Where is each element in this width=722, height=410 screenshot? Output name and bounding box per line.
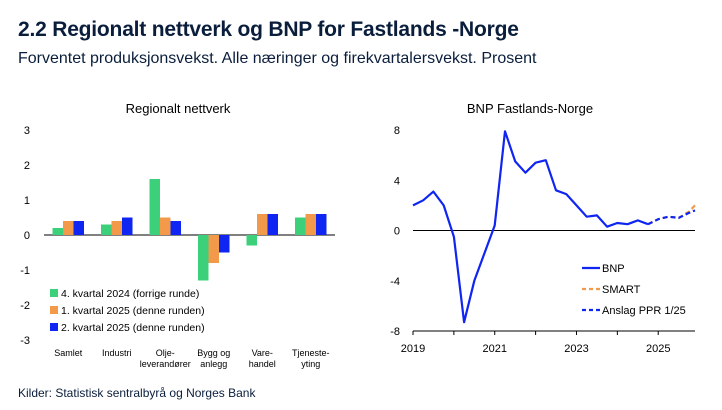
- figure-subtitle: Forventet produksjonsvekst. Alle næringe…: [18, 50, 537, 67]
- line-y-tick-label: 0: [394, 226, 400, 238]
- bar: [52, 228, 63, 235]
- bar-category-label: Tjeneste-: [292, 348, 330, 358]
- legend-swatch: [50, 289, 58, 297]
- legend-swatch: [50, 323, 58, 331]
- bar: [122, 217, 133, 235]
- figure-title: 2.2 Regionalt nettverk og BNP for Fastla…: [18, 18, 519, 41]
- bar: [63, 221, 74, 235]
- bar-category-label: yting: [301, 359, 320, 369]
- line-x-tick-label: 2019: [401, 343, 425, 355]
- line-y-tick-label: -4: [390, 276, 400, 288]
- bar: [170, 221, 181, 235]
- bar: [101, 224, 112, 235]
- bar-chart-categories: Samlet Industri Olje-leverandører Bygg ogan…: [54, 348, 329, 369]
- legend-label: 1. kvartal 2025 (denne runden): [61, 305, 205, 317]
- line-x-tick-label: 2023: [564, 343, 588, 355]
- bar-category-label: Samlet: [54, 348, 83, 358]
- bar: [149, 179, 160, 235]
- bar: [219, 235, 230, 253]
- bar-category-label: Industri: [102, 348, 132, 358]
- bar-y-tick-label: -2: [20, 300, 30, 312]
- bar: [246, 235, 257, 246]
- bar: [257, 214, 268, 235]
- legend-label: 4. kvartal 2024 (forrige runde): [61, 288, 199, 300]
- bar-chart-panel: Regionalt nettverk 3 2 1 0 -1 -2 -3 Samlet Indu…: [20, 101, 335, 369]
- bar: [208, 235, 219, 263]
- line-y-tick-label: 8: [394, 125, 400, 137]
- bar: [305, 214, 316, 235]
- legend-label: Anslag PPR 1/25: [602, 305, 686, 317]
- line-y-tick-label: 4: [394, 175, 400, 187]
- bar-y-tick-label: 3: [24, 125, 30, 137]
- bar-y-tick-label: -1: [20, 265, 30, 277]
- line-series: [647, 209, 696, 226]
- bar-y-tick-label: 0: [24, 230, 30, 242]
- bar: [73, 221, 84, 235]
- bar-y-tick-label: -3: [20, 335, 30, 347]
- bar: [160, 217, 171, 235]
- bar: [198, 235, 209, 281]
- bar-chart-legend: 4. kvartal 2024 (forrige runde) 1. kvarta…: [50, 288, 205, 334]
- bar-category-label: Vare-: [252, 348, 273, 358]
- bar-category-label: Olje-: [156, 348, 175, 358]
- line-x-tick-label: 2021: [482, 343, 506, 355]
- bar: [316, 214, 327, 235]
- bar-chart-axes: 3 2 1 0 -1 -2 -3: [20, 125, 335, 347]
- bar-category-label: leverandører: [140, 359, 191, 369]
- line-y-tick-label: -8: [390, 326, 400, 338]
- legend-label: 2. kvartal 2025 (denne runden): [61, 322, 205, 334]
- bar-category-label: Bygg og: [197, 348, 230, 358]
- bar-category-label: anlegg: [200, 359, 227, 369]
- bar-chart-title: Regionalt nettverk: [126, 101, 231, 116]
- line-chart-title: BNP Fastlands-Norge: [467, 101, 593, 116]
- line-series: [412, 130, 649, 324]
- bar: [267, 214, 278, 235]
- line-series: [647, 204, 696, 226]
- bar-chart-bars: [52, 179, 327, 281]
- line-chart-legend: BNP SMART Anslag PPR 1/25: [582, 263, 686, 317]
- bar-y-tick-label: 2: [24, 160, 30, 172]
- legend-label: SMART: [602, 284, 641, 296]
- source-note: Kilder: Statistisk sentralbyrå og Norges…: [18, 386, 256, 400]
- bar: [111, 221, 122, 235]
- bar-y-tick-label: 1: [24, 195, 30, 207]
- line-x-tick-label: 2025: [646, 343, 670, 355]
- bar: [295, 217, 306, 235]
- legend-label: BNP: [602, 263, 625, 275]
- bar-category-label: handel: [249, 359, 276, 369]
- line-chart-lines: [412, 130, 696, 324]
- legend-swatch: [50, 306, 58, 314]
